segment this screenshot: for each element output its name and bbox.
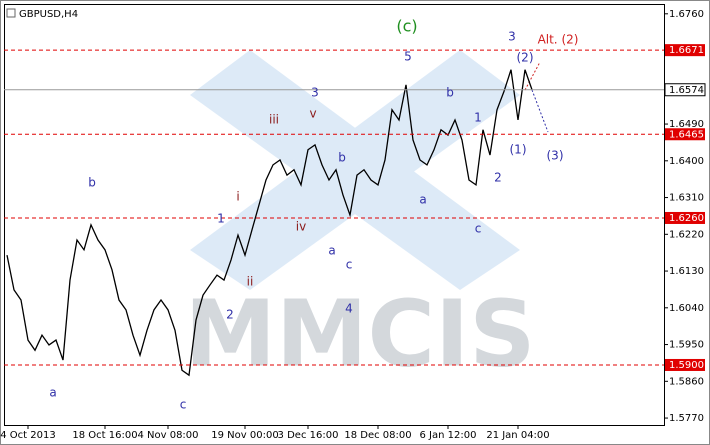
wave-label: ii	[247, 275, 254, 289]
title-icon	[6, 8, 16, 18]
wave-label: c	[475, 222, 482, 236]
projection	[531, 89, 549, 133]
level-label-box	[665, 211, 705, 224]
wave-label: (c)	[396, 17, 417, 36]
x-tick-label: 21 Jan 04:00	[486, 430, 549, 441]
wave-label: iv	[296, 220, 306, 234]
x-tick-label: 19 Nov 00:00	[211, 430, 278, 441]
current-price-box	[664, 83, 706, 97]
wave-label: 2	[494, 171, 502, 185]
wave-label: 3	[508, 30, 516, 44]
y-tick-label: 1.6490	[669, 119, 704, 130]
y-tick-label: 1.5770	[669, 413, 704, 424]
wave-label: b	[88, 176, 96, 190]
x-tick-label: 4 Nov 08:00	[137, 430, 198, 441]
watermark-shapes	[190, 50, 520, 290]
wave-label: a	[328, 244, 335, 258]
x-tick-label: 18 Oct 16:00	[72, 430, 137, 441]
y-tick-label: 1.6130	[669, 266, 704, 277]
wave-label: a	[49, 386, 56, 400]
current-price-label: 1.6574	[669, 85, 704, 96]
wave-label: 5	[404, 50, 412, 64]
x-tick-label: 6 Jan 12:00	[420, 430, 477, 441]
wave-label: 4	[345, 302, 353, 316]
wave-label: iii	[269, 113, 279, 127]
wave-label: Alt. (2)	[538, 33, 579, 47]
y-tick-label: 1.6220	[669, 229, 704, 240]
wave-label: 3	[311, 86, 319, 100]
y-tick-label: 1.6310	[669, 193, 704, 204]
x-tick-label: 3 Dec 16:00	[278, 430, 339, 441]
level-label: 1.6671	[669, 45, 704, 56]
projection-alt	[524, 61, 541, 91]
wave-label: a	[419, 193, 426, 207]
wave-label: b	[446, 86, 454, 100]
level-label-box	[665, 128, 705, 141]
level-label-box	[665, 358, 705, 371]
y-tick-label: 1.6400	[669, 156, 704, 167]
level-label-box	[665, 44, 705, 57]
x-tick-label: 18 Dec 08:00	[344, 430, 411, 441]
y-tick-label: 1.6040	[669, 303, 704, 314]
wave-label: (1)	[510, 143, 527, 157]
y-tick-label: 1.5950	[669, 340, 704, 351]
level-label: 1.6465	[669, 129, 704, 140]
price-line	[6, 69, 533, 377]
wave-label: c	[180, 398, 187, 412]
level-label: 1.5900	[669, 360, 704, 371]
wave-label: i	[236, 190, 239, 204]
y-tick-label: 1.5860	[669, 376, 704, 387]
watermark: MMCIS	[184, 280, 535, 387]
level-label: 1.6260	[669, 213, 704, 224]
wave-label: b	[338, 151, 346, 165]
wave-label: 1	[474, 111, 482, 125]
x-tick-label: 4 Oct 2013	[0, 430, 55, 441]
wave-label: 2	[226, 308, 234, 322]
wave-label: v	[309, 107, 316, 121]
wave-label: 1	[217, 212, 225, 226]
wave-label: c	[346, 258, 353, 272]
plot-frame	[4, 4, 665, 426]
wave-label: (3)	[547, 149, 564, 163]
chart-title: GBPUSD,H4	[19, 9, 78, 20]
y-tick-label: 1.6760	[669, 9, 704, 20]
wave-label: (2)	[517, 51, 534, 65]
